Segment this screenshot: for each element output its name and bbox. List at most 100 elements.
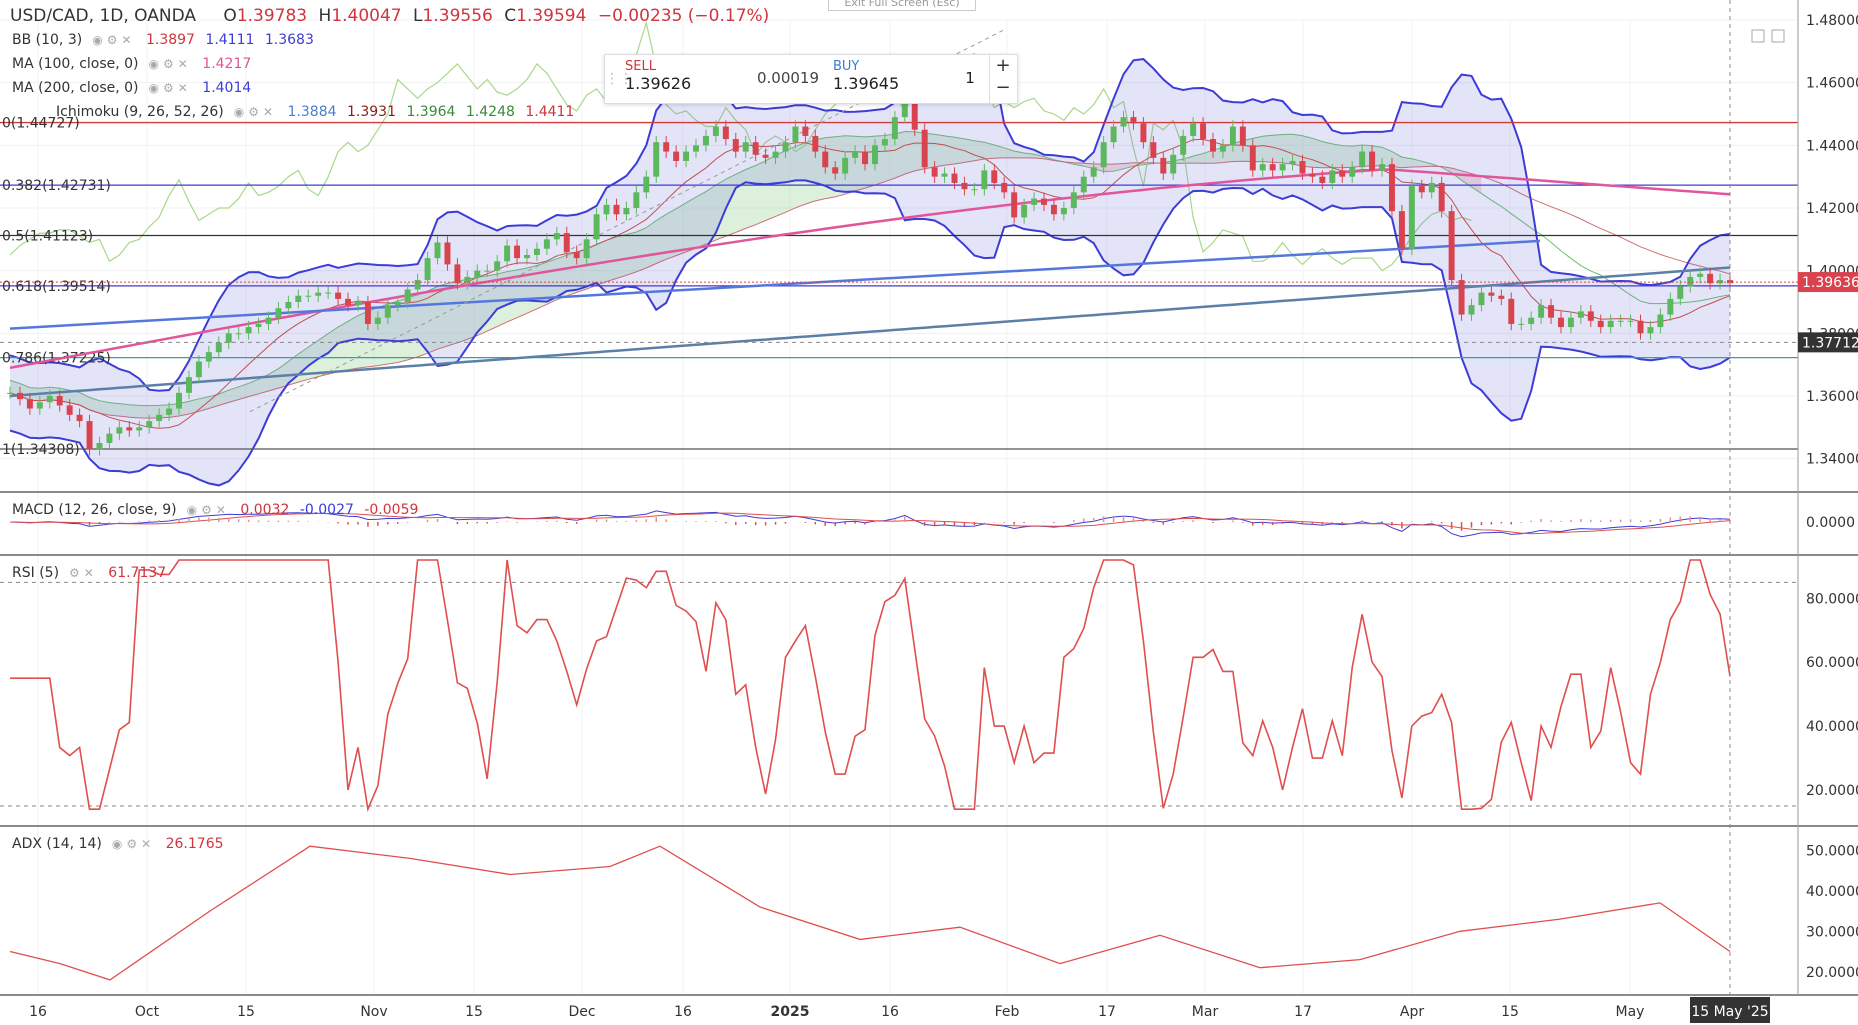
candle-body: [563, 233, 570, 252]
kumo-segment: [1382, 147, 1392, 167]
candle-body: [1488, 292, 1495, 296]
candle-body: [464, 276, 471, 284]
candle-body: [762, 154, 769, 158]
kumo-segment: [666, 208, 677, 260]
macd-label: MACD (12, 26, close, 9): [12, 502, 177, 518]
buy-button[interactable]: BUY 1.39645: [833, 59, 953, 93]
crosshair-date-tag: [1690, 997, 1770, 1023]
kumo-segment: [517, 268, 527, 318]
settings-icons[interactable]: ◉⚙✕: [92, 33, 136, 47]
candle-body: [484, 270, 491, 272]
drag-handle-icon[interactable]: ⋮⋮: [605, 71, 633, 87]
legend-bb[interactable]: BB (10, 3) ◉⚙✕ 1.3897 1.4111 1.3683: [12, 32, 314, 48]
settings-icons[interactable]: ◉⚙✕: [148, 57, 192, 71]
kumo-segment: [308, 340, 319, 380]
price-tick-label: 1.44000: [1806, 138, 1858, 154]
ichimoku-v4: 1.4248: [465, 104, 515, 120]
settings-icons[interactable]: ⚙✕: [69, 566, 98, 580]
bb-lower: 1.3683: [264, 32, 314, 48]
candle-body: [1150, 142, 1157, 158]
macd-tick-label: 0.0000: [1806, 515, 1855, 531]
kumo-segment: [1391, 151, 1402, 168]
plus-icon[interactable]: +: [995, 55, 1011, 76]
settings-icons[interactable]: ◉⚙✕: [233, 105, 278, 119]
settings-icons[interactable]: ◉⚙✕: [111, 837, 156, 851]
candle-body: [1279, 164, 1286, 171]
ichimoku-v3: 1.3964: [406, 104, 456, 120]
candle-body: [394, 302, 401, 306]
time-tick-label: Mar: [1192, 1004, 1219, 1020]
candle-body: [364, 302, 371, 324]
adx-tick-label: 40.0000: [1806, 884, 1858, 900]
legend-ma100[interactable]: MA (100, close, 0) ◉⚙✕ 1.4217: [12, 56, 251, 72]
minus-icon[interactable]: −: [995, 77, 1011, 98]
candle-body: [1667, 298, 1674, 315]
candle-body: [842, 157, 849, 174]
sell-button[interactable]: SELL 1.39626: [625, 59, 745, 93]
ohlc-high: 1.40047: [331, 6, 402, 26]
trend-line: [9, 239, 1541, 330]
macd-signal-value: -0.0059: [364, 502, 419, 518]
candle-body: [1567, 317, 1574, 328]
kumo-segment: [805, 139, 816, 205]
macd-hist-value: 0.0032: [240, 502, 290, 518]
candle-body: [56, 396, 63, 406]
legend-adx[interactable]: ADX (14, 14) ◉⚙✕ 26.1765: [12, 836, 224, 852]
trade-panel: ⋮⋮ SELL 1.39626 0.00019 BUY 1.39645 1 + …: [604, 54, 1018, 104]
candle-body: [235, 333, 242, 335]
legend-rsi[interactable]: RSI (5) ⚙✕ 61.7137: [12, 565, 166, 581]
adx-tick-label: 50.0000: [1806, 843, 1858, 859]
sub-panels: [0, 510, 1798, 981]
kumo-segment: [954, 137, 965, 164]
candle-body: [1011, 192, 1018, 218]
buy-price: 1.39645: [833, 74, 900, 93]
candle-body: [116, 427, 123, 434]
settings-icons[interactable]: ◉⚙✕: [148, 81, 192, 95]
time-tick-label: 15: [1501, 1004, 1519, 1020]
legend-ma200[interactable]: MA (200, close, 0) ◉⚙✕ 1.4014: [12, 80, 251, 96]
fib-label: 1(1.34308): [2, 442, 80, 458]
candle-body: [1160, 157, 1167, 174]
sell-price: 1.39626: [625, 74, 692, 93]
symbol-header: USD/CAD, 1D, OANDA O1.39783 H1.40047 L1.…: [10, 6, 769, 26]
candle-body: [1259, 164, 1266, 171]
candle-body: [583, 239, 590, 259]
candle-body: [1170, 154, 1177, 174]
candle-body: [494, 261, 501, 271]
ohlc-change: −0.00235 (−0.17%): [597, 6, 770, 26]
candle-body: [1329, 170, 1336, 183]
ma200-value: 1.4014: [202, 80, 252, 96]
candle-body: [1687, 276, 1694, 287]
candle-body: [1021, 204, 1028, 218]
kumo-segment: [109, 402, 120, 417]
candle-body: [1249, 145, 1256, 171]
legend-ichimoku[interactable]: Ichimoku (9, 26, 52, 26) ◉⚙✕ 1.3884 1.393…: [56, 104, 574, 120]
quantity-input[interactable]: 1: [965, 69, 975, 87]
candle-body: [1309, 173, 1316, 177]
ma100-line: [9, 168, 1731, 370]
candle-body: [1548, 305, 1555, 318]
adx-tick-label: 20.0000: [1806, 965, 1858, 981]
exit-fullscreen-button[interactable]: Exit Full Screen (Esc): [828, 0, 976, 11]
quantity-stepper[interactable]: + −: [989, 55, 1016, 103]
candle-body: [1369, 151, 1376, 171]
kumo-segment: [1203, 150, 1214, 164]
candle-body: [772, 151, 779, 158]
chikou-line: [9, 20, 1472, 272]
legend-macd[interactable]: MACD (12, 26, close, 9) ◉⚙✕ 0.0032 -0.002…: [12, 502, 418, 518]
candle-body: [1050, 204, 1057, 215]
maximize-icon: [1771, 29, 1785, 43]
candle-body: [1070, 192, 1077, 208]
candle-body: [1418, 186, 1425, 193]
kumo-segment: [964, 138, 975, 163]
kumo-segment: [894, 131, 905, 179]
candle-body: [1239, 126, 1246, 146]
candle-body: [613, 204, 620, 215]
candle-body: [891, 117, 898, 140]
settings-icons[interactable]: ◉⚙✕: [186, 503, 230, 517]
candle-body: [1269, 164, 1276, 171]
candle-body: [533, 248, 540, 255]
kumo-segment: [507, 269, 518, 322]
candle-body: [1577, 311, 1584, 318]
